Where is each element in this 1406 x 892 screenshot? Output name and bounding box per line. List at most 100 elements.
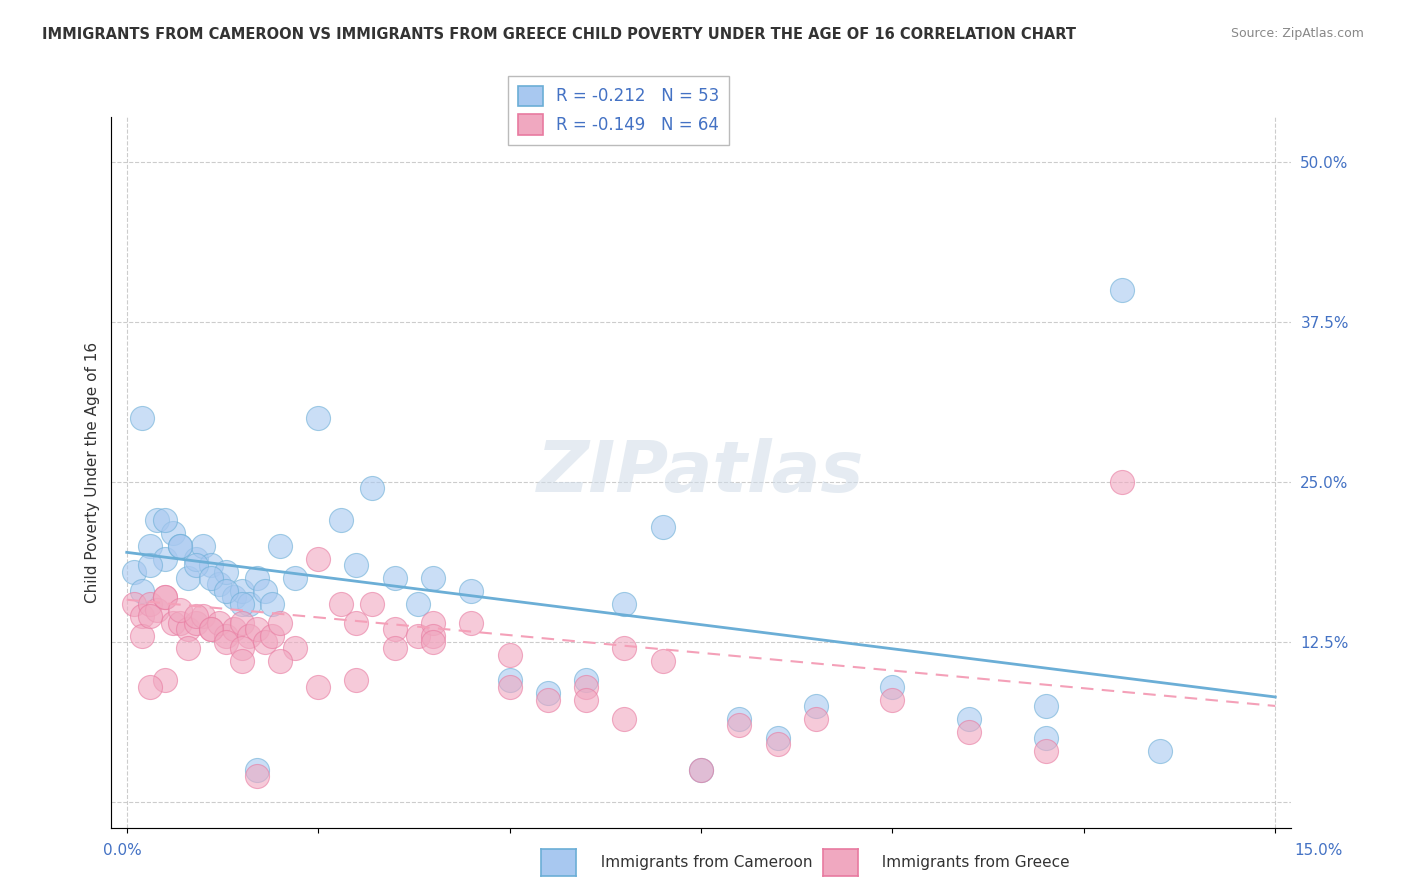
- Point: [138, 558, 160, 573]
- Point: [177, 622, 200, 636]
- Point: [146, 513, 169, 527]
- Point: [177, 571, 200, 585]
- Point: [215, 583, 238, 598]
- Point: [613, 712, 636, 726]
- Point: [253, 635, 276, 649]
- Point: [262, 597, 284, 611]
- Point: [193, 539, 215, 553]
- Point: [131, 411, 153, 425]
- Point: [162, 526, 184, 541]
- Point: [184, 558, 207, 573]
- Point: [460, 583, 482, 598]
- Point: [1111, 283, 1133, 297]
- Point: [138, 597, 160, 611]
- Point: [307, 551, 329, 566]
- Point: [537, 686, 560, 700]
- Point: [200, 571, 222, 585]
- Point: [651, 654, 673, 668]
- Point: [360, 481, 382, 495]
- Point: [153, 673, 176, 688]
- Point: [575, 692, 598, 706]
- Point: [307, 411, 329, 425]
- Point: [537, 692, 560, 706]
- Point: [1035, 731, 1057, 745]
- Point: [215, 629, 238, 643]
- Point: [690, 763, 713, 777]
- Point: [422, 571, 444, 585]
- Legend: R = -0.212   N = 53, R = -0.149   N = 64: R = -0.212 N = 53, R = -0.149 N = 64: [508, 76, 730, 145]
- Point: [184, 609, 207, 624]
- Point: [169, 539, 191, 553]
- Point: [184, 615, 207, 630]
- Point: [162, 615, 184, 630]
- Point: [269, 539, 291, 553]
- Point: [498, 673, 520, 688]
- Point: [246, 622, 269, 636]
- Point: [231, 597, 253, 611]
- Text: Source: ZipAtlas.com: Source: ZipAtlas.com: [1230, 27, 1364, 40]
- Text: 15.0%: 15.0%: [1295, 843, 1343, 858]
- Point: [384, 641, 406, 656]
- Point: [882, 680, 904, 694]
- Point: [498, 680, 520, 694]
- Point: [575, 680, 598, 694]
- Point: [138, 609, 160, 624]
- Point: [231, 583, 253, 598]
- Point: [253, 583, 276, 598]
- Point: [1035, 744, 1057, 758]
- Point: [138, 539, 160, 553]
- Point: [177, 641, 200, 656]
- Point: [728, 712, 751, 726]
- Point: [169, 615, 191, 630]
- Point: [231, 654, 253, 668]
- Point: [330, 513, 353, 527]
- Point: [231, 641, 253, 656]
- Point: [124, 597, 146, 611]
- Point: [804, 698, 827, 713]
- Point: [246, 769, 269, 783]
- Point: [200, 622, 222, 636]
- Point: [269, 654, 291, 668]
- Point: [422, 635, 444, 649]
- Point: [207, 615, 229, 630]
- Point: [346, 558, 368, 573]
- Point: [222, 622, 245, 636]
- Point: [231, 615, 253, 630]
- Point: [360, 597, 382, 611]
- Point: [131, 629, 153, 643]
- Point: [613, 597, 636, 611]
- Point: [153, 551, 176, 566]
- Point: [284, 641, 307, 656]
- Point: [184, 551, 207, 566]
- Point: [238, 629, 260, 643]
- Y-axis label: Child Poverty Under the Age of 16: Child Poverty Under the Age of 16: [86, 342, 100, 603]
- Point: [804, 712, 827, 726]
- Point: [284, 571, 307, 585]
- Point: [346, 615, 368, 630]
- Point: [766, 731, 789, 745]
- Point: [384, 622, 406, 636]
- Point: [246, 571, 269, 585]
- Point: [153, 590, 176, 604]
- Point: [406, 597, 429, 611]
- Point: [207, 577, 229, 591]
- Point: [200, 558, 222, 573]
- Point: [498, 648, 520, 662]
- Point: [422, 629, 444, 643]
- Point: [153, 590, 176, 604]
- Text: 0.0%: 0.0%: [103, 843, 142, 858]
- Point: [193, 609, 215, 624]
- Point: [460, 615, 482, 630]
- Point: [131, 583, 153, 598]
- Point: [613, 641, 636, 656]
- Text: Immigrants from Greece: Immigrants from Greece: [872, 855, 1070, 870]
- Point: [406, 629, 429, 643]
- Point: [215, 565, 238, 579]
- Text: Immigrants from Cameroon: Immigrants from Cameroon: [591, 855, 813, 870]
- Point: [330, 597, 353, 611]
- Point: [146, 603, 169, 617]
- Point: [200, 622, 222, 636]
- Point: [153, 513, 176, 527]
- Point: [246, 763, 269, 777]
- Point: [384, 571, 406, 585]
